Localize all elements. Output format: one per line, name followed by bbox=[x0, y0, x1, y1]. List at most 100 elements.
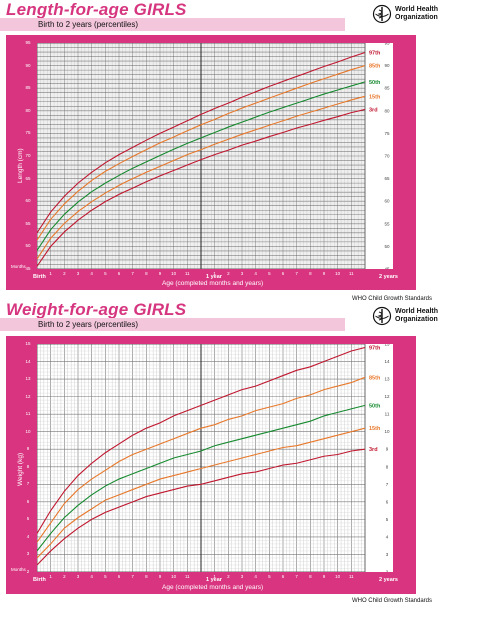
right-y-tick-label: 11 bbox=[385, 412, 390, 417]
percentile-label-15th: 15th bbox=[369, 426, 381, 432]
x-tick-label: 11 bbox=[184, 271, 190, 276]
subtitle-bar: Birth to 2 years (percentiles) bbox=[0, 318, 345, 331]
y-tick-label: 50 bbox=[25, 243, 31, 249]
percentile-label-97th: 97th bbox=[369, 346, 381, 352]
y-tick-label: 6 bbox=[26, 498, 30, 504]
x-tick-label: 4 bbox=[254, 574, 257, 579]
x-tick-label: 6 bbox=[281, 574, 285, 579]
x-tick-label: 3 bbox=[76, 574, 80, 579]
y-tick-label: 4 bbox=[26, 533, 30, 539]
x-tick-label: 9 bbox=[158, 271, 162, 276]
x-tick-label: 7 bbox=[295, 574, 298, 579]
x-tick-label: 1 bbox=[49, 574, 52, 579]
x-tick-label: 9 bbox=[322, 271, 326, 276]
right-y-tick-label: 55 bbox=[384, 221, 390, 226]
y-tick-label: 10 bbox=[25, 428, 31, 434]
right-y-tick-label: 65 bbox=[384, 176, 390, 181]
x-tick-label: 5 bbox=[104, 574, 107, 579]
x-tick-label: 3 bbox=[240, 271, 244, 276]
x-tick-label: 2 bbox=[63, 574, 66, 579]
y-tick-label: 65 bbox=[25, 175, 31, 181]
birth-label: Birth bbox=[33, 274, 46, 280]
who-logo: World Health Organization bbox=[372, 4, 438, 24]
right-y-tick-label: 85 bbox=[384, 86, 390, 91]
right-y-tick-label: 80 bbox=[384, 108, 390, 113]
x-tick-label: 8 bbox=[145, 271, 148, 276]
x-tick-label: 2 bbox=[63, 271, 66, 276]
x-tick-label: 10 bbox=[171, 574, 177, 579]
who-name-line2: Organization bbox=[395, 316, 438, 323]
percentile-label-3rd: 3rd bbox=[369, 447, 378, 453]
who-name-line1: World Health bbox=[395, 6, 439, 13]
months-label: Months bbox=[11, 567, 26, 572]
x-tick-label: 2 bbox=[227, 574, 230, 579]
x-tick-label: 8 bbox=[145, 574, 148, 579]
y-tick-label: 45 bbox=[25, 266, 31, 271]
percentile-curve-50th bbox=[37, 404, 366, 552]
percentile-label-50th: 50th bbox=[369, 80, 381, 86]
right-y-tick-label: 95 bbox=[384, 43, 390, 46]
y-tick-label: 14 bbox=[25, 358, 31, 364]
who-emblem-icon bbox=[372, 306, 392, 326]
one-year-label: 1 year bbox=[206, 274, 222, 280]
months-label: Months bbox=[11, 264, 26, 269]
x-tick-label: 7 bbox=[295, 271, 298, 276]
y-tick-label: 5 bbox=[26, 516, 30, 522]
chart-frame: 97th 85th 50th 15th 3rd 45 50 55 60 65 70 75 80 85 90 9… bbox=[6, 35, 416, 290]
who-logo: World Health Organization bbox=[372, 306, 438, 326]
right-y-tick-label: 7 bbox=[386, 482, 389, 487]
y-tick-label: 7 bbox=[26, 481, 30, 487]
right-y-tick-label: 10 bbox=[384, 429, 390, 434]
x-tick-label: 10 bbox=[335, 271, 341, 276]
y-tick-label: 15 bbox=[25, 341, 31, 346]
right-y-tick-label: 4 bbox=[386, 534, 389, 539]
length-chart-panel: Length-for-age GIRLS Birth to 2 years (p… bbox=[0, 0, 480, 305]
y-tick-label: 55 bbox=[25, 220, 31, 226]
chart-svg: 97th 85th 50th 15th 3rd 2 3 4 5 6 7 8 9 10 11 12 13 14 15 bbox=[37, 344, 390, 573]
right-y-tick-label: 50 bbox=[384, 244, 390, 249]
right-y-tick-label: 70 bbox=[384, 154, 390, 159]
plot-border bbox=[37, 43, 366, 269]
percentile-label-85th: 85th bbox=[369, 64, 381, 70]
x-tick-label: 5 bbox=[268, 574, 271, 579]
y-tick-label: 90 bbox=[25, 62, 31, 68]
right-y-tick-label: 14 bbox=[384, 359, 390, 364]
percentile-curve-85th bbox=[37, 376, 366, 543]
y-tick-label: 11 bbox=[25, 411, 31, 417]
right-y-tick-label: 45 bbox=[384, 267, 390, 270]
x-tick-label: 6 bbox=[281, 271, 285, 276]
chart-subtitle: Birth to 2 years (percentiles) bbox=[38, 320, 139, 329]
x-tick-label: 5 bbox=[104, 271, 107, 276]
x-tick-label: 1 bbox=[213, 271, 216, 276]
percentile-label-85th: 85th bbox=[369, 375, 381, 381]
x-tick-label: 6 bbox=[117, 574, 121, 579]
x-tick-label: 9 bbox=[322, 574, 326, 579]
percentile-label-15th: 15th bbox=[369, 94, 381, 100]
x-tick-label: 4 bbox=[254, 271, 257, 276]
chart-title: Weight-for-age GIRLS bbox=[6, 300, 187, 319]
x-tick-label: 10 bbox=[171, 271, 177, 276]
y-tick-label: 70 bbox=[25, 153, 31, 158]
x-axis-title: Age (completed months and years) bbox=[162, 280, 264, 287]
percentile-curve-3rd bbox=[37, 108, 366, 267]
x-tick-label: 10 bbox=[335, 574, 341, 579]
right-y-tick-label: 15 bbox=[384, 344, 390, 347]
source-note: WHO Child Growth Standards bbox=[351, 598, 432, 604]
y-tick-label: 12 bbox=[25, 393, 31, 399]
plot-area: 97th 85th 50th 15th 3rd 2 3 4 5 6 7 8 9 10 11 12 13 14 15 bbox=[37, 344, 393, 572]
one-year-label: 1 year bbox=[206, 577, 222, 583]
x-tick-label: 7 bbox=[131, 271, 134, 276]
right-y-tick-label: 13 bbox=[384, 377, 390, 382]
right-y-tick-label: 2 bbox=[386, 570, 389, 573]
x-tick-label: 6 bbox=[117, 271, 121, 276]
right-y-tick-label: 75 bbox=[384, 131, 390, 136]
right-y-tick-label: 3 bbox=[386, 552, 389, 557]
x-tick-label: 4 bbox=[90, 574, 93, 579]
y-tick-label: 9 bbox=[26, 446, 30, 452]
right-y-tick-label: 60 bbox=[384, 199, 390, 204]
x-tick-label: 5 bbox=[268, 271, 271, 276]
x-tick-label: 2 bbox=[227, 271, 230, 276]
y-tick-label: 85 bbox=[25, 85, 31, 91]
birth-label: Birth bbox=[33, 577, 46, 583]
plot-area: 97th 85th 50th 15th 3rd 45 50 55 60 65 70 75 80 85 90 9… bbox=[37, 43, 393, 269]
